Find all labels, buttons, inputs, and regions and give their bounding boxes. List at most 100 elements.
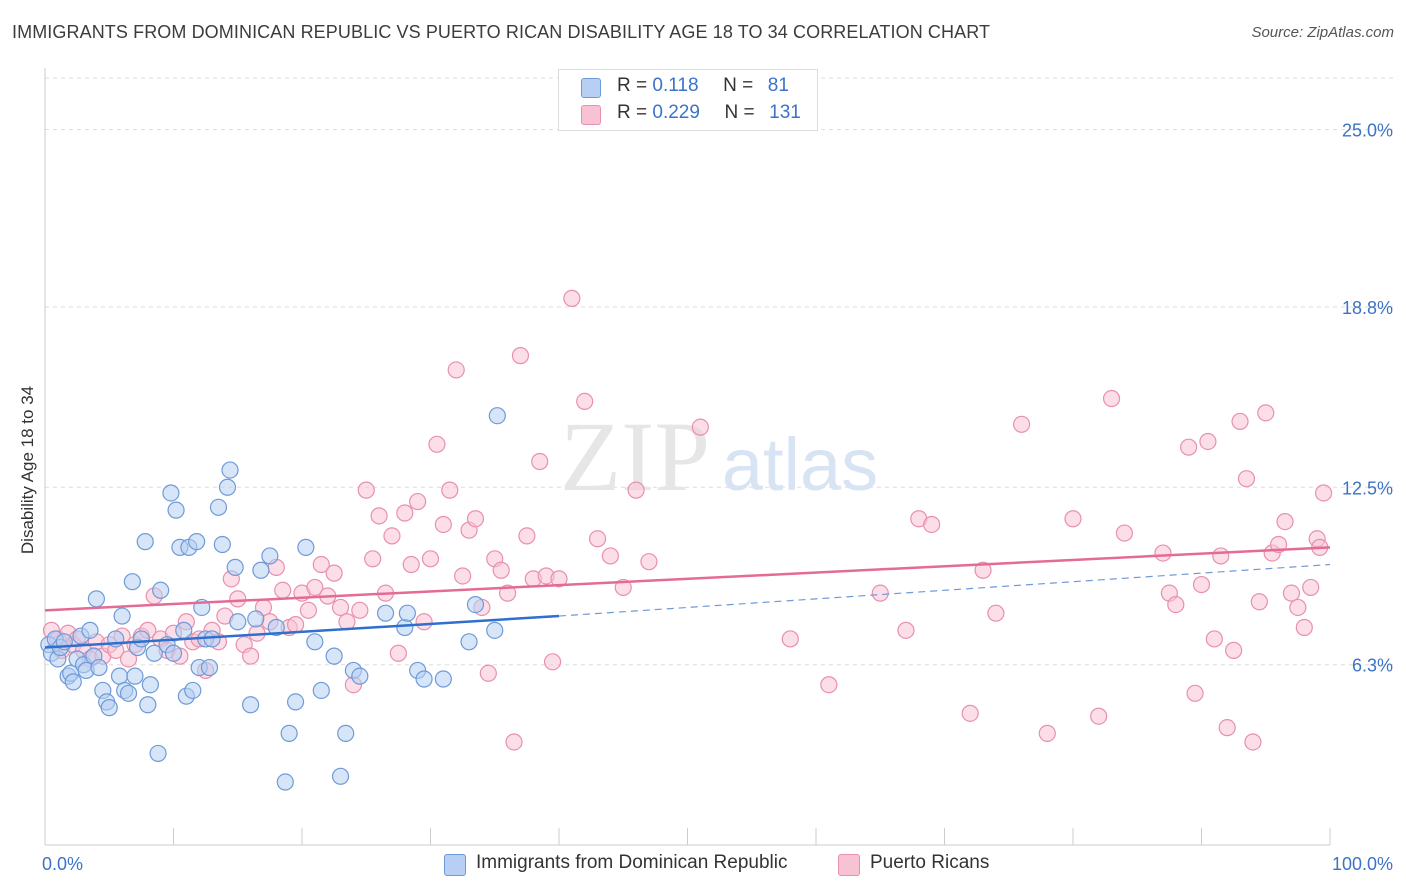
scatter-point bbox=[897, 621, 915, 639]
scatter-point bbox=[1115, 524, 1134, 542]
scatter-point bbox=[421, 550, 440, 568]
scatter-point bbox=[1180, 438, 1198, 456]
trend-line-dominican-extension bbox=[558, 563, 1331, 617]
legend-n-label: N = bbox=[723, 75, 754, 96]
scatter-point bbox=[531, 452, 549, 471]
x-tick-label: 100.0% bbox=[1332, 854, 1393, 874]
scatter-point bbox=[492, 561, 510, 579]
scatter-point bbox=[1205, 630, 1223, 648]
correlation-legend: R = 0.118 N = 81 R = 0.229 N = 131 bbox=[558, 69, 818, 131]
scatter-point bbox=[145, 644, 163, 662]
legend-r-label: R = bbox=[617, 102, 648, 123]
scatter-point bbox=[167, 501, 185, 519]
scatter-point bbox=[274, 581, 292, 599]
scatter-point bbox=[139, 696, 157, 714]
scatter-point bbox=[923, 515, 941, 534]
scatter-point bbox=[1064, 510, 1082, 528]
legend-r-value: 0.229 bbox=[652, 102, 700, 123]
scatter-point bbox=[364, 550, 382, 568]
scatter-point bbox=[1218, 719, 1236, 737]
scatter-point bbox=[299, 601, 318, 619]
scatter-point bbox=[175, 621, 193, 639]
y-axis-label-wrap: Disability Age 18 to 34 bbox=[8, 320, 48, 620]
axes bbox=[44, 68, 1331, 846]
scatter-point bbox=[466, 595, 485, 614]
legend-swatch-blue bbox=[581, 78, 601, 98]
scatter-point bbox=[691, 418, 709, 436]
scatter-point bbox=[286, 616, 305, 634]
scatter-point bbox=[396, 618, 414, 637]
scatter-point bbox=[415, 670, 433, 688]
scatter-point bbox=[402, 555, 420, 574]
legend-swatch-pink bbox=[838, 854, 860, 876]
trend-line-puerto-ricans bbox=[44, 546, 1331, 612]
scatter-point bbox=[550, 570, 568, 588]
trend-lines bbox=[44, 546, 1331, 649]
scatter-point bbox=[242, 696, 260, 714]
scatter-point bbox=[276, 773, 294, 791]
scatter-point bbox=[447, 361, 465, 379]
scatter-point bbox=[1167, 595, 1185, 614]
scatter-point bbox=[280, 724, 298, 742]
trend-line-dominican bbox=[44, 614, 560, 649]
scatter-point bbox=[543, 653, 562, 671]
scatter-point bbox=[123, 573, 141, 591]
y-tick-label: 6.3% bbox=[1352, 656, 1393, 676]
scatter-point bbox=[389, 644, 407, 662]
scatter-point bbox=[576, 392, 594, 410]
x-tick-label: 0.0% bbox=[42, 854, 83, 874]
scatter-point bbox=[511, 347, 530, 365]
scatter-point bbox=[126, 667, 144, 685]
scatter-point bbox=[81, 621, 99, 639]
scatter-point bbox=[1192, 575, 1211, 594]
scatter-point bbox=[338, 613, 356, 631]
scatter-point bbox=[1154, 544, 1172, 562]
scatter-point bbox=[209, 498, 228, 516]
legend-n-value: 131 bbox=[769, 102, 801, 123]
scatter-point bbox=[229, 590, 247, 608]
scatter-point bbox=[441, 481, 459, 499]
scatter-point bbox=[325, 647, 343, 665]
y-tick-label: 18.8% bbox=[1342, 298, 1393, 318]
scatter-point bbox=[1244, 733, 1262, 751]
scatter-point bbox=[306, 578, 324, 597]
scatter-point bbox=[297, 538, 315, 556]
scatter-point bbox=[184, 681, 202, 700]
scatter-point bbox=[871, 584, 889, 602]
scatter-point bbox=[1295, 618, 1313, 637]
legend-r-value: 0.118 bbox=[652, 75, 699, 96]
y-tick-label: 25.0% bbox=[1342, 121, 1393, 141]
scatter-point bbox=[563, 289, 581, 307]
scatter-point bbox=[331, 767, 350, 785]
series-puerto-ricans bbox=[42, 289, 1333, 751]
scatter-point bbox=[987, 604, 1005, 622]
scatter-point bbox=[1186, 684, 1204, 702]
y-axis-label: Disability Age 18 to 34 bbox=[18, 385, 37, 555]
chart-title: IMMIGRANTS FROM DOMINICAN REPUBLIC VS PU… bbox=[12, 22, 991, 42]
scatter-point bbox=[1102, 389, 1121, 408]
scatter-point bbox=[1012, 415, 1031, 433]
scatter-point bbox=[1257, 404, 1275, 422]
scatter-point bbox=[640, 553, 658, 571]
scatter-point bbox=[119, 650, 138, 668]
scatter-point bbox=[351, 601, 369, 619]
scatter-point bbox=[203, 630, 221, 648]
legend-label-puerto-ricans: Puerto Ricans bbox=[870, 852, 990, 873]
legend-r-label: R = bbox=[617, 75, 648, 96]
scatter-point bbox=[1276, 513, 1294, 531]
scatter-point bbox=[247, 610, 265, 628]
scatter-point bbox=[1212, 547, 1230, 565]
legend-n-label: N = bbox=[724, 102, 755, 123]
scatter-point bbox=[505, 733, 523, 751]
scatter-point bbox=[1237, 470, 1256, 488]
scatter-point bbox=[351, 667, 369, 685]
scatter-point bbox=[312, 555, 330, 574]
scatter-point bbox=[136, 533, 154, 551]
scatter-point bbox=[398, 604, 416, 622]
scatter-point bbox=[479, 664, 497, 682]
scatter-point bbox=[376, 604, 395, 622]
scatter-point bbox=[383, 527, 401, 545]
scatter-point bbox=[242, 647, 260, 665]
scatter-point bbox=[409, 492, 427, 511]
